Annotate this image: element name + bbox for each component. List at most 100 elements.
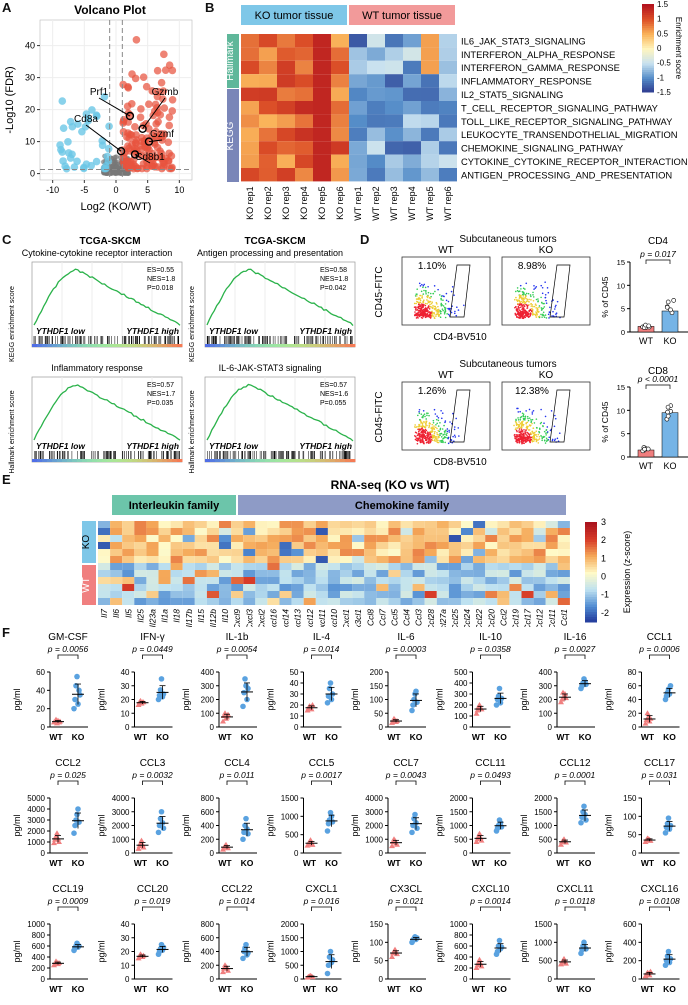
cytokine-xtick: KO	[579, 858, 592, 868]
volcano-ytick: 40	[25, 41, 35, 51]
heatmap-cell	[385, 127, 403, 142]
heatmap-cell	[533, 563, 546, 570]
heatmap-cell	[98, 521, 111, 528]
cytokine-xtick: WT	[218, 858, 232, 868]
data-point	[389, 954, 395, 959]
heatmap-cell	[331, 74, 349, 88]
heatmap-cell	[473, 535, 486, 542]
data-point	[245, 685, 251, 692]
heatmap-cell	[255, 535, 268, 542]
data-point	[140, 844, 147, 850]
heatmap-cell	[206, 591, 219, 598]
cytokine-xtick: WT	[303, 732, 317, 742]
data-point	[476, 702, 483, 707]
cytokine-ytick: 100	[370, 696, 384, 705]
gsea-nes: NES=1.6	[320, 391, 348, 398]
cytokine-ytick: 1000	[450, 822, 468, 831]
heatmap-cell	[313, 168, 331, 182]
cytokine-xtick: KO	[494, 732, 507, 742]
heatmap-cell	[349, 101, 367, 115]
data-point	[240, 836, 246, 843]
heatmap-cell	[259, 34, 277, 48]
cytokine-ytick: 0	[125, 849, 130, 858]
data-point	[563, 960, 569, 966]
volcano-xtick: 10	[174, 185, 184, 195]
cytokine-ytick: 400	[454, 953, 468, 962]
heatmap-cell	[557, 591, 570, 598]
heatmap-cell	[388, 591, 401, 598]
heatmap-cell	[194, 584, 207, 591]
heatmap-cell	[291, 542, 304, 549]
data-point	[72, 696, 78, 703]
heatmap-cell	[279, 584, 292, 591]
legend-tick: 1.5	[657, 0, 669, 9]
heatmap-cell	[340, 591, 353, 598]
gsea-p: P=0.018	[147, 285, 173, 292]
gsea-nes: NES=1.7	[147, 391, 175, 398]
cytokine-pvalue: p = 0.0017	[300, 770, 342, 780]
heatmap-cell	[473, 556, 486, 563]
heatmap-cell	[219, 563, 232, 570]
cytokine-ytick: 500	[454, 835, 468, 844]
heatmap-cell	[521, 535, 534, 542]
cytokine-ytick: 3000	[112, 808, 130, 817]
heatmap-cell	[400, 591, 413, 598]
heatmap-cell	[367, 168, 385, 182]
heatmap-cell	[364, 584, 377, 591]
heatmap-cell	[352, 584, 365, 591]
legend-tick: 2	[601, 535, 606, 545]
cytokine-ytick: 40	[121, 668, 130, 677]
heatmap-cell	[267, 521, 280, 528]
heatmap-cell	[421, 60, 439, 75]
heatmap-cell	[509, 591, 522, 598]
gene-label: Ccl25	[450, 609, 460, 627]
heatmap-cell	[545, 528, 558, 535]
data-point	[225, 845, 231, 851]
heatmap-cell	[331, 114, 349, 128]
cytokine-xtick: KO	[494, 984, 507, 994]
heatmap-cell	[303, 549, 316, 556]
data-point	[647, 715, 654, 721]
heatmap-cell	[340, 542, 353, 549]
cytokine-name: IFN-γ	[140, 632, 164, 643]
heatmap-cell	[497, 563, 510, 570]
cytokine-xtick: KO	[663, 858, 676, 868]
cytokine-ytick: 150	[370, 920, 384, 929]
cytokine-ytick: 200	[370, 668, 384, 677]
heatmap-cell	[412, 584, 425, 591]
heatmap-cell	[327, 528, 340, 535]
heatmap-cell	[303, 577, 316, 584]
heatmap-cell	[279, 549, 292, 556]
volcano-ytick: 10	[25, 137, 35, 147]
gsea-plot-title: Cytokine-cytokine receptor interaction	[22, 248, 173, 258]
panel-label-e: E	[2, 472, 11, 487]
heatmap-cell	[521, 556, 534, 563]
cytokine-xtick: WT	[472, 858, 486, 868]
cytokine-pvalue: p = 0.011	[218, 770, 254, 780]
heatmap-cell	[388, 584, 401, 591]
volcano-panel: Volcano Plot -10 -5 0 5 10 0 10 20 30 40 Prf1 Gzmb C…	[0, 0, 205, 225]
cytokine-ytick: 1000	[365, 835, 383, 844]
heatmap-cell	[340, 528, 353, 535]
heatmap-cell	[134, 549, 147, 556]
heatmap-cell	[327, 584, 340, 591]
heatmap-cell	[340, 549, 353, 556]
gsea-plot-title: IL-6-JAK-STAT3 signaling	[219, 363, 322, 373]
replicate-col-label: KO rep4	[299, 186, 309, 220]
cytokine-ylabel: pg/ml	[12, 688, 22, 710]
gsea-es: ES=0.57	[320, 382, 347, 389]
heatmap-cell	[352, 563, 365, 570]
heatmap-cell	[313, 34, 331, 48]
cytokine-ytick: 2000	[534, 794, 552, 803]
heatmap-cell	[255, 521, 268, 528]
heatmap-cell	[327, 577, 340, 584]
data-point	[309, 841, 316, 847]
wt-header-box	[349, 5, 455, 25]
heatmap-cell	[243, 542, 256, 549]
cytokine-ytick: 1500	[281, 934, 299, 943]
heatmap-cell	[313, 74, 331, 88]
heatmap-cell	[146, 570, 159, 577]
heatmap-cell	[279, 598, 292, 605]
cytokine-ylabel: pg/ml	[12, 940, 22, 962]
heatmap-cell	[170, 542, 183, 549]
